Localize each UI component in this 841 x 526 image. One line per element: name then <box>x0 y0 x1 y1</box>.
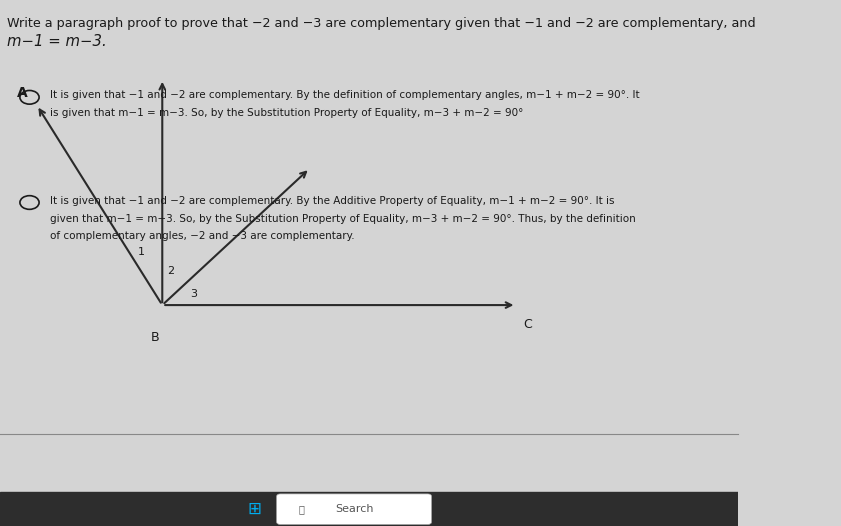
Text: 3: 3 <box>190 288 197 299</box>
Text: 2: 2 <box>167 266 175 276</box>
Bar <box>0 492 738 526</box>
Text: 1: 1 <box>138 247 145 258</box>
Text: ⊞: ⊞ <box>247 500 262 518</box>
Text: 🔍: 🔍 <box>299 504 304 514</box>
Text: m−1 = m−3.: m−1 = m−3. <box>8 34 107 49</box>
Text: of complementary angles, −2 and −3 are complementary.: of complementary angles, −2 and −3 are c… <box>50 231 355 241</box>
Text: is given that m−1 = m−3. So, by the Substitution Property of Equality, m−3 + m−2: is given that m−1 = m−3. So, by the Subs… <box>50 108 524 118</box>
Text: It is given that −1 and −2 are complementary. By the definition of complementary: It is given that −1 and −2 are complemen… <box>50 90 640 100</box>
Text: It is given that −1 and −2 are complementary. By the Additive Property of Equali: It is given that −1 and −2 are complemen… <box>50 196 615 206</box>
Text: Search: Search <box>336 504 374 514</box>
Text: B: B <box>151 331 159 345</box>
Text: Write a paragraph proof to prove that −2 and −3 are complementary given that −1 : Write a paragraph proof to prove that −2… <box>8 17 756 30</box>
Text: A: A <box>18 86 28 100</box>
Text: given that m−1 = m−3. So, by the Substitution Property of Equality, m−3 + m−2 = : given that m−1 = m−3. So, by the Substit… <box>50 214 636 224</box>
Text: C: C <box>524 318 532 331</box>
FancyBboxPatch shape <box>277 494 431 524</box>
